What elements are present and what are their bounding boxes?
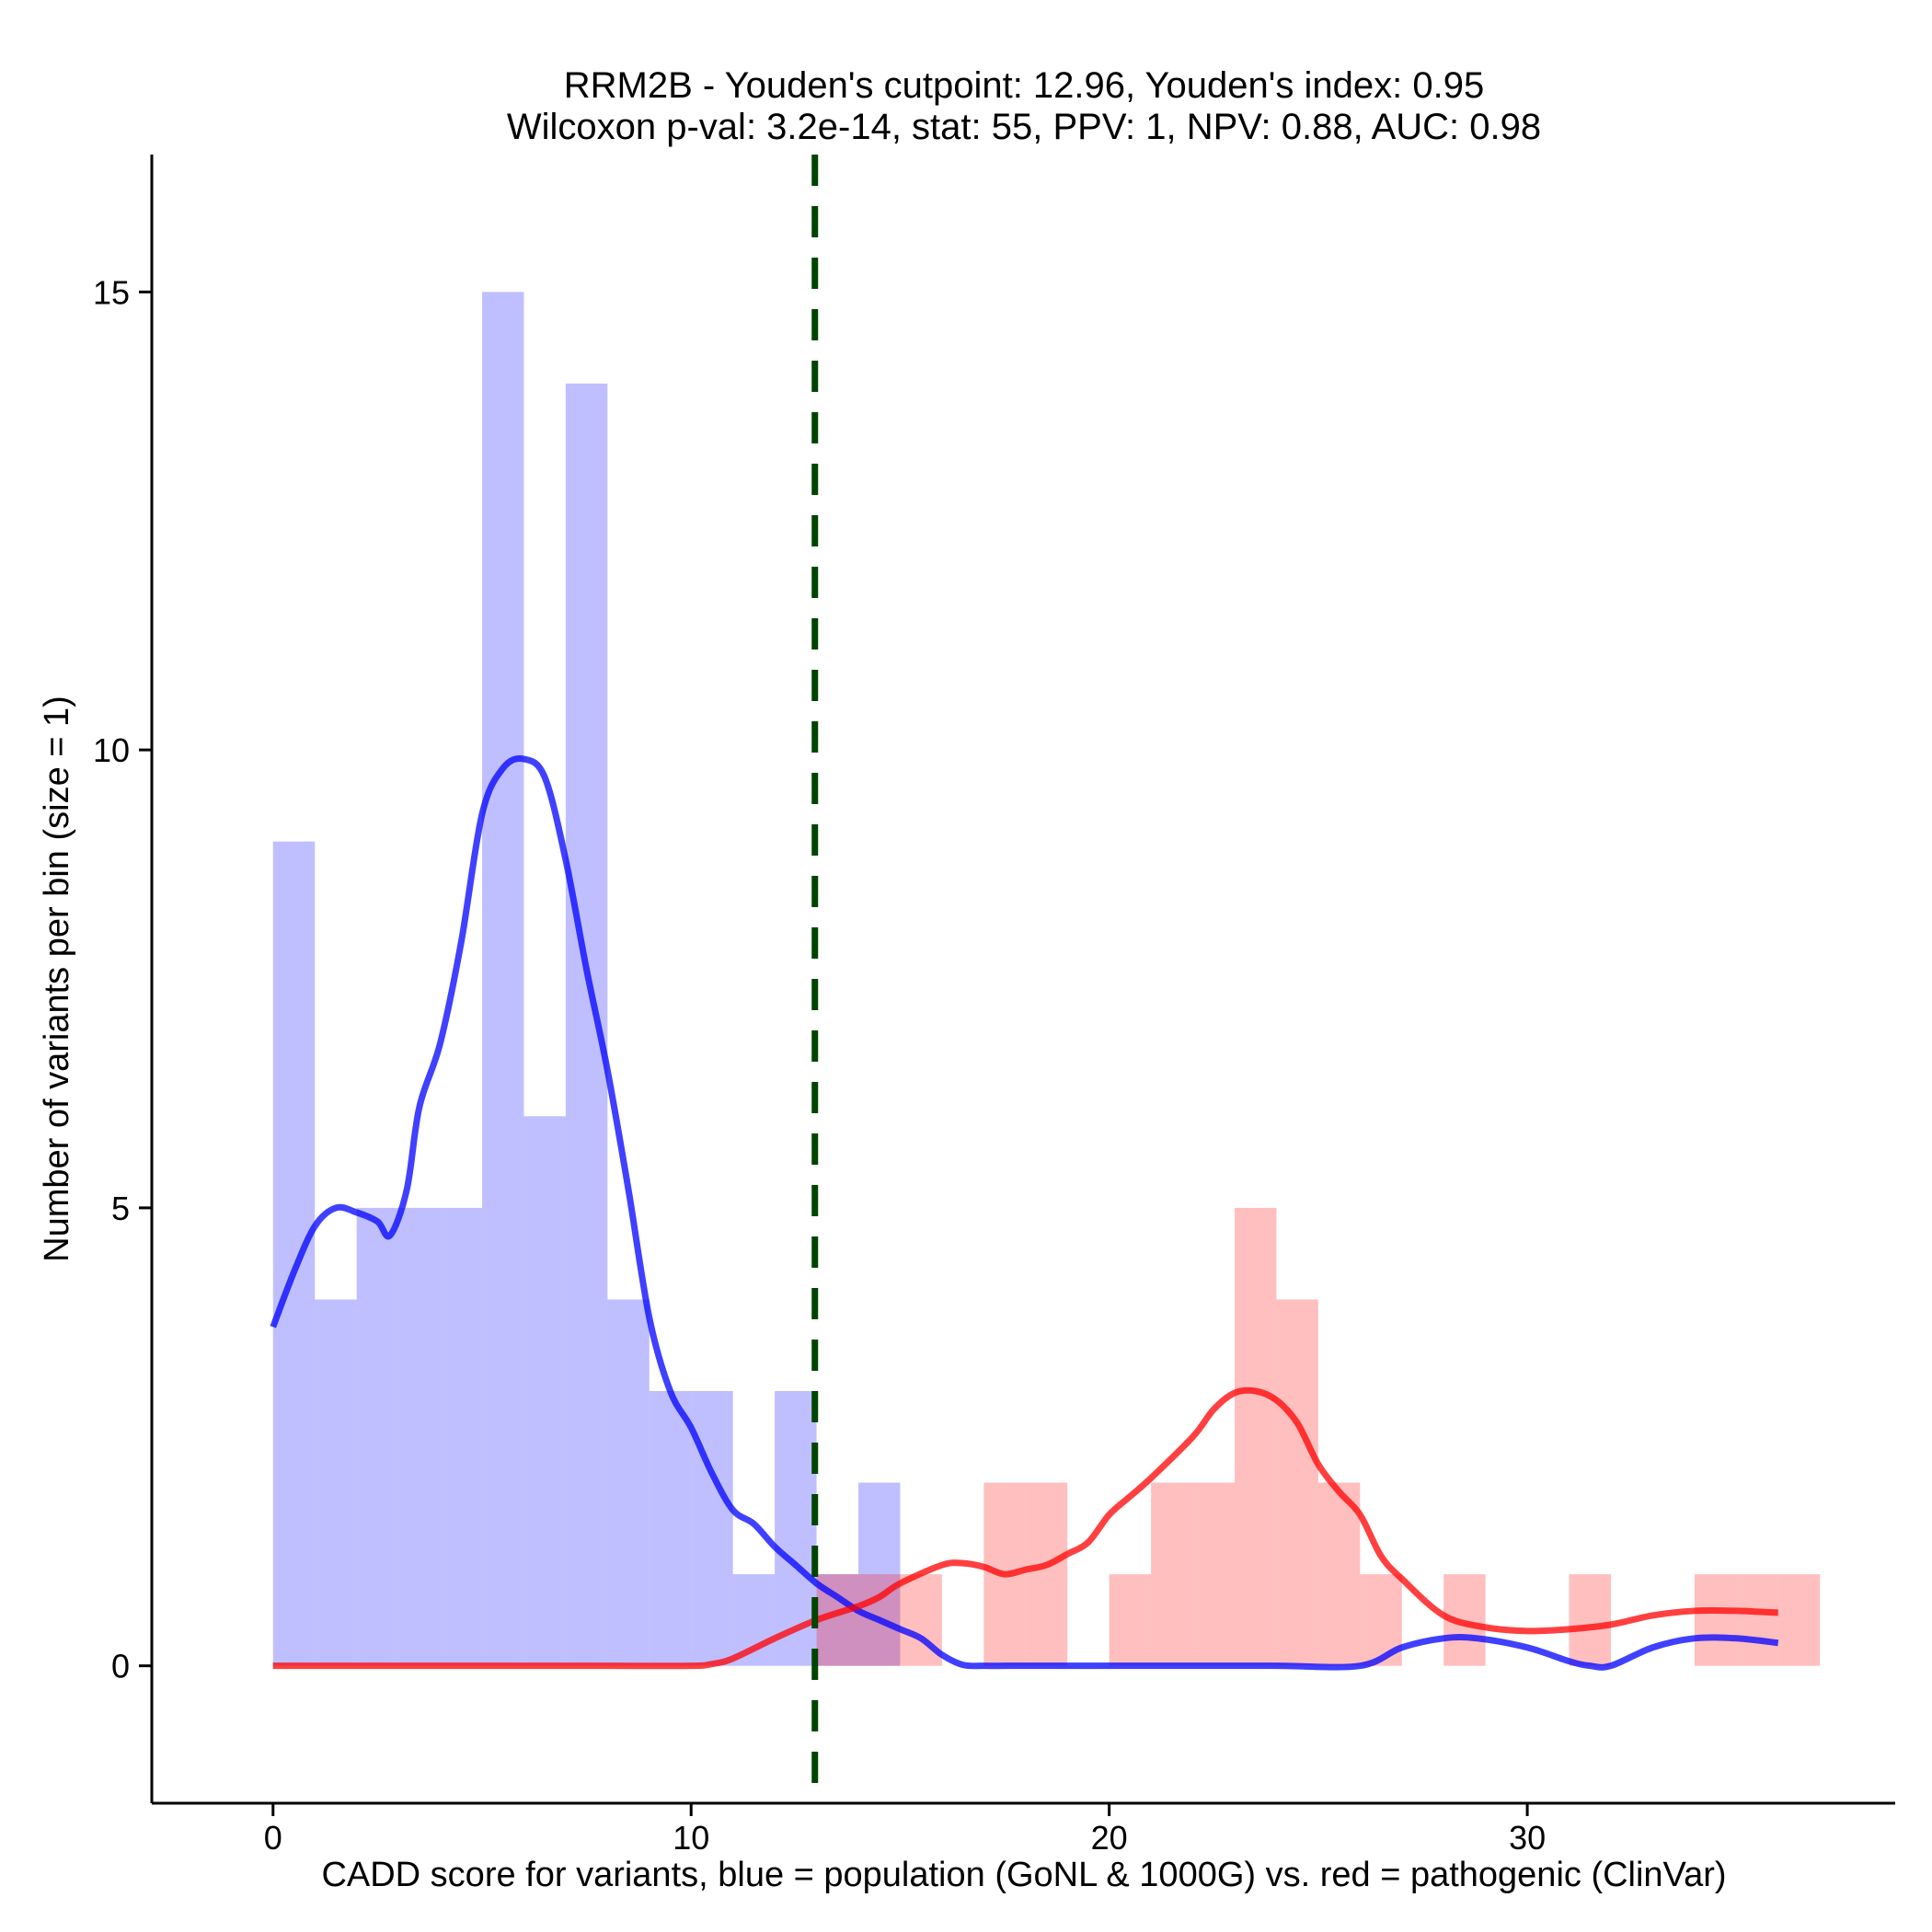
bar-population-4: [440, 1207, 483, 1666]
bar-pathogenic-20: [1109, 1574, 1152, 1666]
density-curve-population: [270, 755, 1779, 1671]
bar-pathogenic-22: [1192, 1482, 1235, 1666]
bar-pathogenic-36: [1777, 1574, 1821, 1666]
chart-title: RRM2B - Youden's cutpoint: 12.96, Youden…: [507, 65, 1541, 147]
density-curves: [270, 755, 1779, 1671]
y-tick-label-0: 0: [111, 1648, 130, 1685]
x-tick-label-0: 0: [264, 1819, 282, 1857]
bar-pathogenic-23: [1234, 1207, 1277, 1666]
x-tick-label-20: 20: [1091, 1819, 1128, 1857]
bar-pathogenic-18: [1025, 1482, 1068, 1666]
bar-population-5: [482, 292, 524, 1666]
bar-pathogenic-34: [1694, 1574, 1737, 1666]
bar-population-3: [398, 1207, 441, 1666]
bar-population-14: [857, 1482, 901, 1666]
axes: 0 10 20 30 0 5 10 15: [93, 155, 1895, 1857]
bar-population-10: [691, 1391, 733, 1666]
bar-population-8: [607, 1299, 650, 1666]
x-tick-label-30: 30: [1509, 1819, 1546, 1857]
histogram-bars: [272, 292, 1821, 1666]
y-tick-label-10: 10: [93, 731, 130, 769]
bar-pathogenic-24: [1276, 1299, 1318, 1666]
bar-pathogenic-35: [1736, 1574, 1778, 1666]
bar-population-0: [272, 841, 316, 1666]
bar-pathogenic-25: [1317, 1482, 1361, 1666]
bar-pathogenic-21: [1151, 1482, 1193, 1666]
bar-population-9: [649, 1391, 692, 1666]
title-line-2: Wilcoxon p-val: 3.2e-14, stat: 55, PPV: …: [507, 107, 1541, 147]
y-tick-label-5: 5: [111, 1190, 130, 1227]
bar-population-6: [523, 1116, 566, 1666]
y-tick-label-15: 15: [93, 273, 130, 311]
y-axis-label: Number of variants per bin (size = 1): [38, 696, 76, 1262]
bar-population-2: [356, 1207, 399, 1666]
x-tick-label-10: 10: [673, 1819, 709, 1857]
x-axis-label: CADD score for variants, blue = populati…: [321, 1856, 1726, 1894]
density-curve-pathogenic: [272, 1386, 1778, 1670]
bar-population-1: [315, 1299, 357, 1666]
bar-pathogenic-31: [1569, 1574, 1611, 1666]
title-line-1: RRM2B - Youden's cutpoint: 12.96, Youden…: [564, 65, 1484, 106]
